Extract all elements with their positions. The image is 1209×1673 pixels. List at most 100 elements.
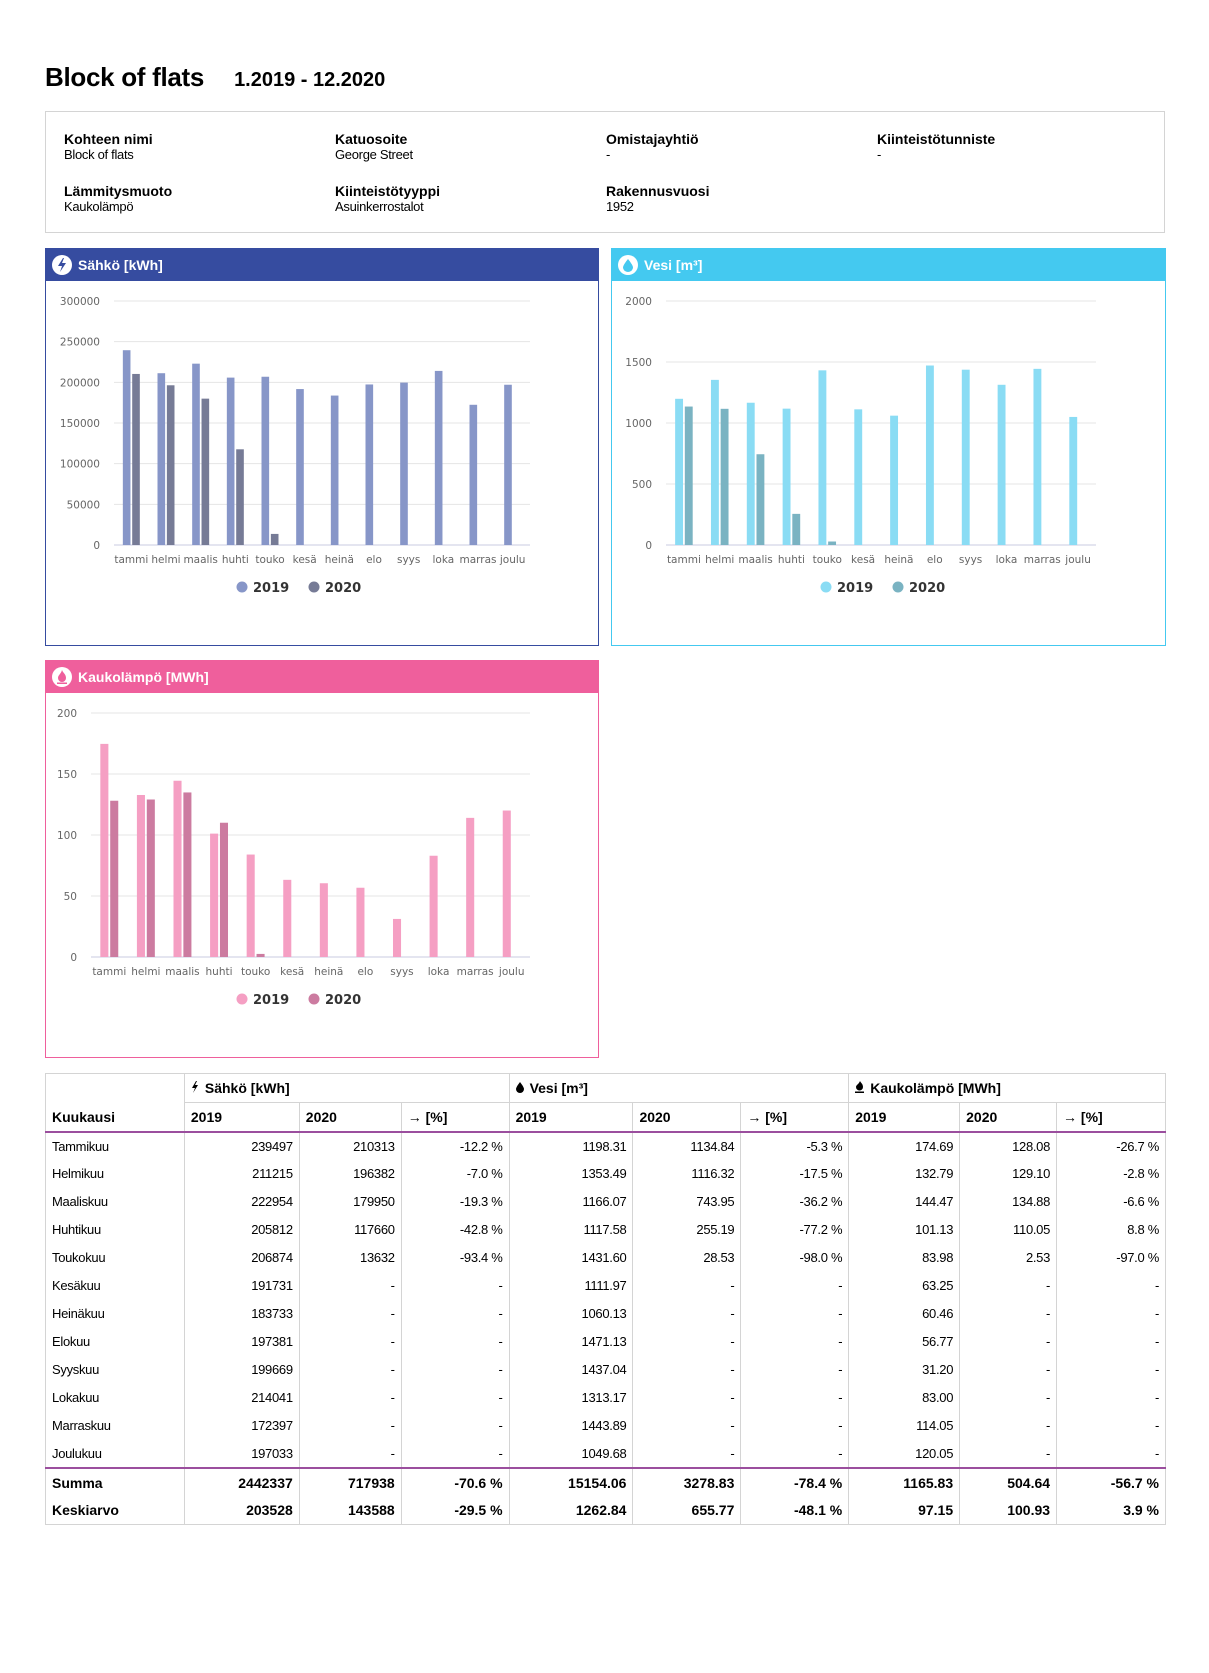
table-cell: - (632, 1411, 742, 1440)
bar-2019-marras[interactable] (466, 817, 475, 957)
bar-2020-helmi[interactable] (720, 408, 729, 545)
legend-label-2020[interactable]: 2020 (909, 581, 945, 596)
x-tick-label: marras (459, 554, 496, 566)
table-cell: 144.47 (848, 1187, 961, 1216)
bar-2020-helmi[interactable] (166, 385, 175, 545)
x-tick-label: elo (357, 966, 373, 978)
table-cell: 191731 (183, 1271, 300, 1300)
table-cell: 3.9 % (1056, 1496, 1166, 1525)
x-tick-label: syys (959, 554, 982, 566)
bar-2019-elo[interactable] (925, 365, 934, 545)
bar-2019-kesä[interactable] (854, 409, 863, 545)
bar-2020-helmi[interactable] (146, 799, 155, 957)
bar-2019-tammi[interactable] (675, 398, 684, 545)
legend-label-2019[interactable]: 2019 (253, 581, 289, 596)
bar-2019-maalis[interactable] (192, 363, 200, 545)
bar-2019-maalis[interactable] (746, 402, 755, 545)
table-cell: 179950 (298, 1187, 402, 1216)
legend-label-2019[interactable]: 2019 (253, 993, 289, 1008)
table-cell: - (632, 1355, 742, 1384)
x-tick-label: kesä (293, 554, 317, 566)
bar-2019-marras[interactable] (469, 404, 478, 545)
bar-2020-maalis[interactable] (183, 792, 192, 957)
sum-label: Summa (45, 1466, 185, 1497)
bar-2019-elo[interactable] (356, 887, 365, 957)
info-value: George Street (335, 147, 413, 162)
bar-2020-touko[interactable] (256, 953, 265, 957)
bar-2019-marras[interactable] (1033, 368, 1042, 545)
bar-2019-elo[interactable] (365, 384, 374, 545)
bar-2019-maalis[interactable] (173, 780, 182, 957)
bar-2019-huhti[interactable] (226, 377, 235, 545)
bar-2019-syys[interactable] (400, 382, 408, 545)
bar-2019-kesä[interactable] (296, 389, 304, 545)
x-tick-label: joulu (499, 554, 526, 566)
bar-2019-heinä[interactable] (330, 395, 339, 545)
table-cell: 205812 (183, 1215, 300, 1244)
bar-2019-helmi[interactable] (157, 373, 166, 545)
info-owner-company: Omistajayhtiö - (606, 131, 699, 162)
bar-2019-joulu[interactable] (1069, 416, 1078, 545)
bar-2019-tammi[interactable] (100, 743, 109, 957)
table-cell: - (632, 1299, 742, 1328)
bar-2020-touko[interactable] (270, 533, 279, 545)
legend-marker-2020[interactable] (308, 993, 320, 1005)
bar-2020-maalis[interactable] (756, 454, 765, 545)
legend-marker-2019[interactable] (236, 993, 248, 1005)
table-cell: 210313 (298, 1131, 402, 1160)
table-cell: 1443.89 (508, 1411, 634, 1440)
bar-2019-syys[interactable] (392, 918, 402, 957)
bar-2019-helmi[interactable] (136, 794, 145, 957)
bar-2019-touko[interactable] (818, 370, 827, 545)
bar-2019-loka[interactable] (434, 370, 443, 545)
legend-marker-2019[interactable] (820, 581, 832, 593)
table-cell: - (298, 1411, 402, 1440)
legend-label-2019[interactable]: 2019 (837, 581, 873, 596)
bar-2019-joulu[interactable] (504, 384, 512, 545)
bar-2019-touko[interactable] (261, 376, 270, 545)
bar-2019-heinä[interactable] (319, 883, 328, 957)
bar-2019-huhti[interactable] (210, 833, 219, 957)
water-chart-panel: Vesi [m³] 0 500 1000 1500 2000 tammi helmi maal… (611, 248, 1166, 646)
bar-2020-tammi[interactable] (110, 800, 119, 957)
bar-2019-tammi[interactable] (122, 350, 131, 545)
table-cell: 128.08 (959, 1131, 1058, 1160)
legend-label-2020[interactable]: 2020 (325, 993, 361, 1008)
bar-2019-joulu[interactable] (502, 810, 511, 957)
bar-2019-loka[interactable] (997, 384, 1006, 545)
table-cell: - (1056, 1299, 1166, 1328)
table-cell: - (298, 1327, 402, 1356)
bar-2019-heinä[interactable] (890, 415, 899, 545)
table-cell: 110.05 (959, 1215, 1058, 1244)
bar-2020-huhti[interactable] (236, 449, 244, 545)
legend-marker-2020[interactable] (308, 581, 320, 593)
column-header-2020: 2020 (959, 1102, 1058, 1133)
bar-2019-touko[interactable] (246, 854, 255, 957)
table-cell: 1166.07 (508, 1187, 634, 1216)
x-tick-label: kesä (280, 966, 304, 978)
bar-2020-huhti[interactable] (219, 822, 229, 957)
x-tick-label: elo (927, 554, 943, 566)
bar-2020-maalis[interactable] (201, 398, 210, 545)
info-label: Kohteen nimi (64, 131, 153, 147)
table-cell: 214041 (183, 1383, 300, 1412)
bar-2020-touko[interactable] (828, 541, 837, 545)
bar-2019-kesä[interactable] (283, 879, 292, 957)
legend-marker-2020[interactable] (892, 581, 904, 593)
table-cell: 2442337 (183, 1466, 300, 1497)
bar-2019-helmi[interactable] (710, 379, 719, 545)
bar-2020-tammi[interactable] (132, 373, 140, 545)
bar-2019-huhti[interactable] (782, 408, 791, 545)
bar-2020-tammi[interactable] (684, 406, 693, 545)
bar-2019-loka[interactable] (429, 855, 438, 957)
group-label: Sähkö [kWh] (204, 1080, 290, 1096)
month-cell: Huhtikuu (45, 1215, 185, 1244)
legend-label-2020[interactable]: 2020 (325, 581, 361, 596)
bar-2020-huhti[interactable] (792, 513, 801, 545)
table-cell: - (400, 1327, 510, 1356)
electricity-chart-panel: Sähkö [kWh] 0 50000 100000 150000 200000 2500… (45, 248, 599, 646)
bar-2019-syys[interactable] (961, 369, 970, 545)
table-cell: - (959, 1355, 1058, 1384)
legend-marker-2019[interactable] (236, 581, 248, 593)
table-row: Lokakuu 214041- -1313.17- -83.00- - (45, 1383, 1166, 1412)
